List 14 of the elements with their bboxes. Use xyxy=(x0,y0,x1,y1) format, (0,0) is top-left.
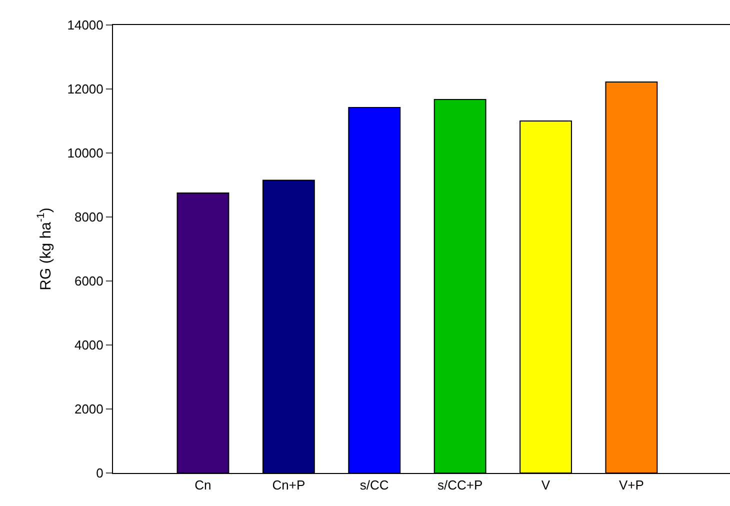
y-tick-label: 4000 xyxy=(74,338,104,353)
y-tick-label: 2000 xyxy=(74,402,104,417)
x-tick-label: V+P xyxy=(618,478,644,493)
x-tick-label: Cn+P xyxy=(272,478,306,493)
y-tick-label: 6000 xyxy=(74,274,104,289)
y-tick-label: 14000 xyxy=(67,18,104,33)
x-tick-label: Cn xyxy=(194,478,212,493)
y-tick-label: 0 xyxy=(96,466,104,481)
x-tick-label: V xyxy=(541,478,550,493)
y-tick-label: 8000 xyxy=(74,210,104,225)
x-tick-label: s/CC+P xyxy=(437,478,483,493)
y-tick-label: 10000 xyxy=(67,146,104,161)
x-tick-label: s/CC xyxy=(360,478,389,493)
y-tick-label: 12000 xyxy=(67,82,104,97)
